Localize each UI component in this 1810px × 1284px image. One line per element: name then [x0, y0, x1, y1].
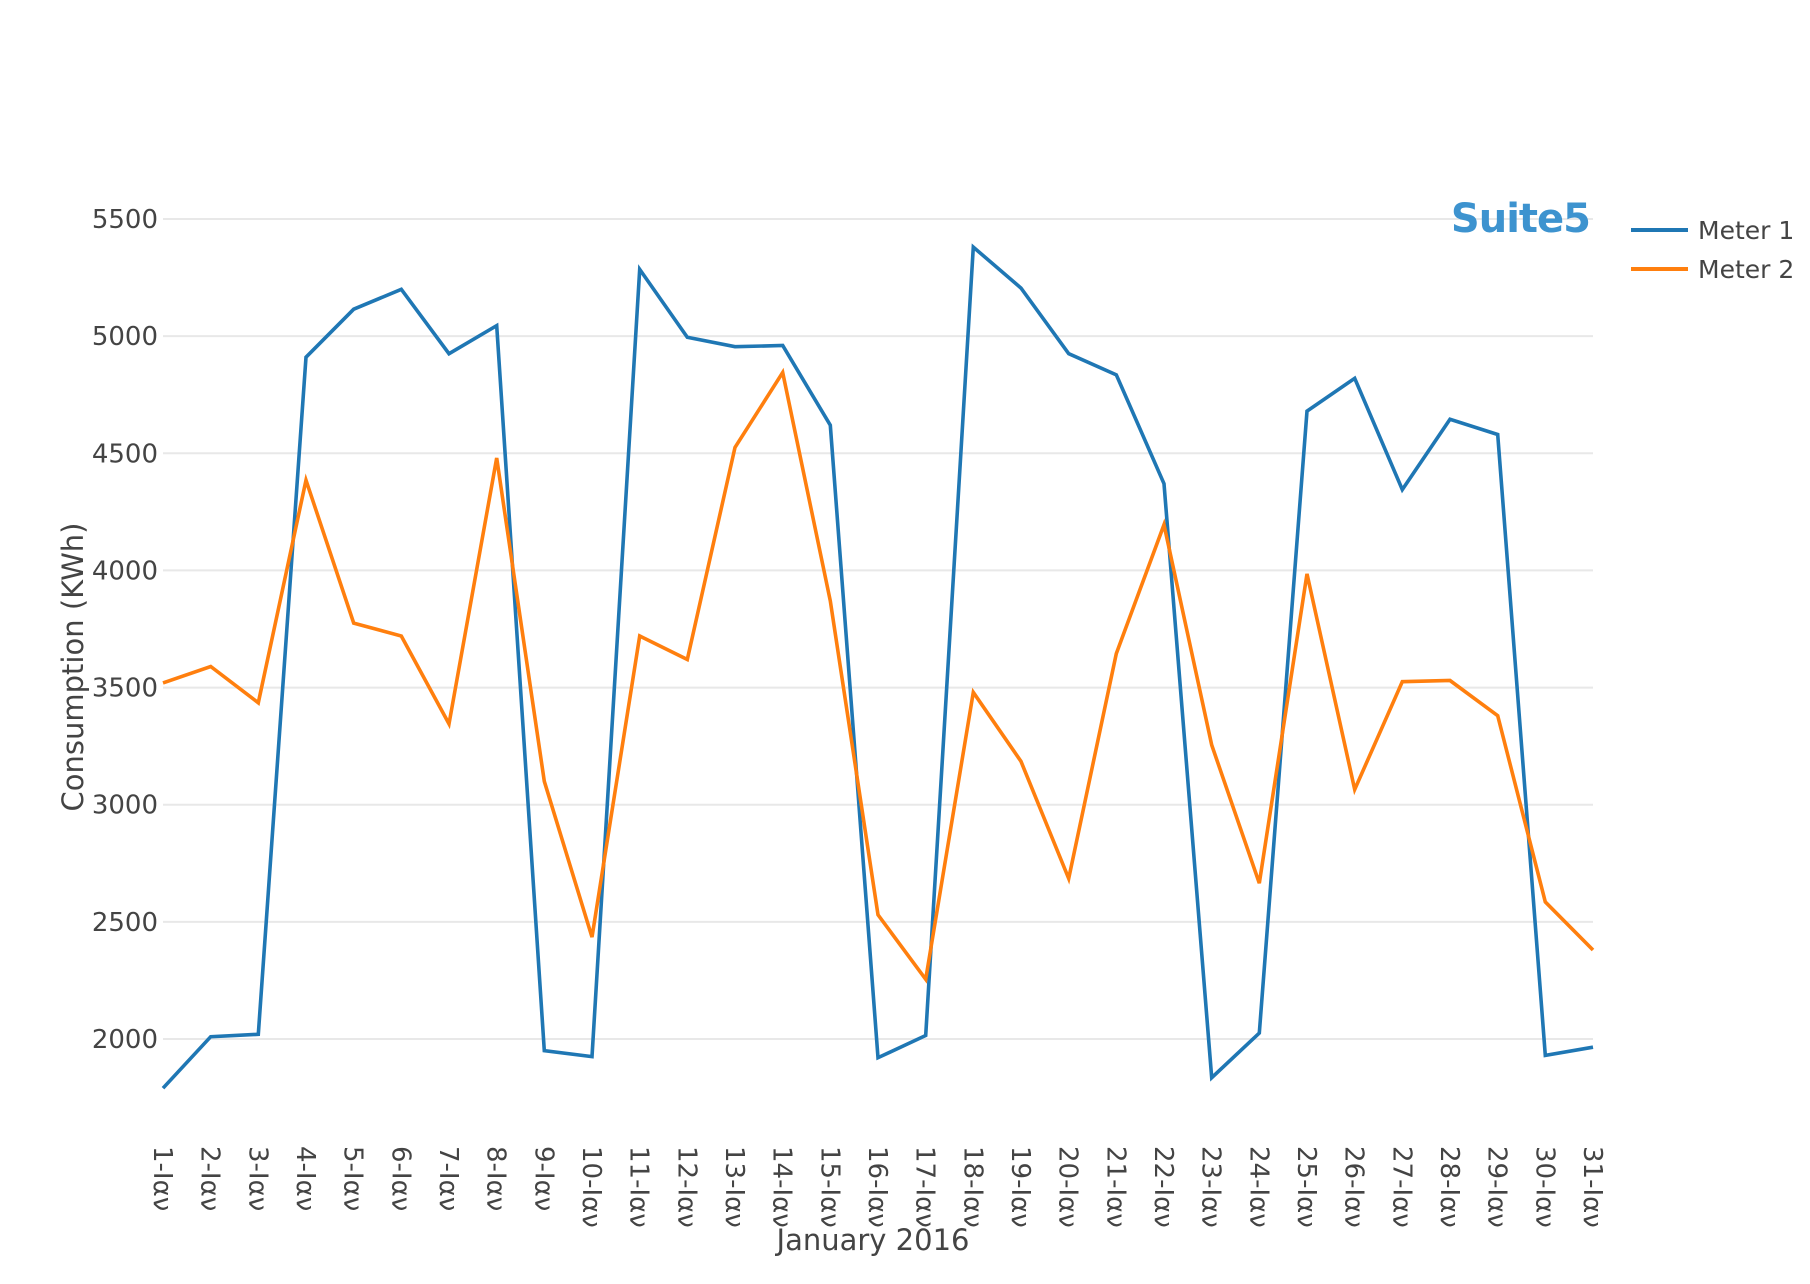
y-tick-label: 3500	[92, 674, 158, 704]
gridlines	[163, 218, 1593, 1040]
x-tick-label: 27-Ιαν	[1386, 1146, 1416, 1228]
x-tick-label: 24-Ιαν	[1243, 1146, 1273, 1228]
x-tick-label: 7-Ιαν	[433, 1146, 463, 1211]
x-axis-title: January 2016	[775, 1223, 970, 1257]
x-tick-label: 31-Ιαν	[1577, 1146, 1607, 1228]
y-axis-ticks: 2000 2500 3000 3500 4000 4500 5000 5500	[92, 205, 158, 1055]
x-tick-label: 6-Ιαν	[385, 1146, 415, 1211]
y-tick-label: 2000	[92, 1025, 158, 1055]
x-tick-label: 10-Ιαν	[576, 1146, 606, 1228]
x-tick-label: 25-Ιαν	[1291, 1146, 1321, 1228]
x-tick-label: 12-Ιαν	[671, 1146, 701, 1228]
x-tick-label: 17-Ιαν	[910, 1146, 940, 1228]
x-tick-label: 5-Ιαν	[338, 1146, 368, 1211]
y-tick-label: 3000	[92, 791, 158, 821]
legend-label: Meter 2	[1698, 255, 1794, 284]
x-tick-label: 2-Ιαν	[195, 1146, 225, 1211]
x-tick-label: 22-Ιαν	[1148, 1146, 1178, 1228]
x-tick-label: 14-Ιαν	[767, 1146, 797, 1228]
y-tick-label: 4000	[92, 556, 158, 586]
x-tick-label: 20-Ιαν	[1053, 1146, 1083, 1228]
x-tick-label: 1-Ιαν	[147, 1146, 177, 1211]
series-lines	[161, 243, 1595, 1090]
x-tick-label: 18-Ιαν	[957, 1146, 987, 1228]
x-tick-label: 30-Ιαν	[1529, 1146, 1559, 1228]
series-line-2[interactable]	[162, 367, 1595, 984]
x-axis-ticks: 1-Ιαν 2-Ιαν 3-Ιαν 4-Ιαν 5-Ιαν 6-Ιαν 7-Ιαν 8-Ιαν…	[147, 1146, 1607, 1228]
x-tick-label: 3-Ιαν	[242, 1146, 272, 1211]
x-tick-label: 23-Ιαν	[1196, 1146, 1226, 1228]
suite5-logo: Suite5	[1451, 196, 1591, 242]
logo-text: Suite5	[1451, 196, 1590, 242]
y-tick-label: 5500	[92, 205, 158, 235]
x-tick-label: 29-Ιαν	[1482, 1146, 1512, 1228]
x-tick-label: 19-Ιαν	[1005, 1146, 1035, 1228]
x-tick-label: 13-Ιαν	[719, 1146, 749, 1228]
y-axis-title: Consumption (KWh)	[56, 523, 90, 812]
x-tick-label: 15-Ιαν	[814, 1146, 844, 1228]
x-tick-label: 9-Ιαν	[528, 1146, 558, 1211]
x-tick-label: 4-Ιαν	[290, 1146, 320, 1211]
legend-label: Meter 1	[1698, 216, 1794, 245]
legend-item-2[interactable]: Meter 2	[1631, 255, 1794, 284]
y-tick-label: 5000	[92, 322, 158, 352]
y-tick-label: 4500	[92, 439, 158, 469]
series-line-1[interactable]	[161, 243, 1594, 1090]
x-tick-label: 8-Ιαν	[481, 1146, 511, 1211]
x-tick-label: 11-Ιαν	[624, 1146, 654, 1228]
x-tick-label: 26-Ιαν	[1339, 1146, 1369, 1228]
legend[interactable]: Meter 1 Meter 2	[1631, 216, 1794, 284]
x-tick-label: 21-Ιαν	[1100, 1146, 1130, 1228]
legend-item-1[interactable]: Meter 1	[1631, 216, 1794, 245]
x-tick-label: 16-Ιαν	[862, 1146, 892, 1228]
y-tick-label: 2500	[92, 908, 158, 938]
x-tick-label: 28-Ιαν	[1434, 1146, 1464, 1228]
